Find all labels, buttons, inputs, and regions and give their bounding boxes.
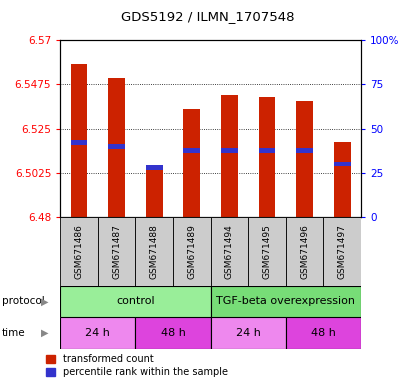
- Text: 24 h: 24 h: [85, 328, 110, 338]
- Text: 48 h: 48 h: [161, 328, 186, 338]
- Bar: [334, 162, 351, 166]
- Bar: [286, 317, 361, 349]
- Bar: [259, 97, 276, 217]
- Bar: [146, 166, 163, 170]
- Text: GSM671494: GSM671494: [225, 224, 234, 279]
- Bar: [135, 317, 210, 349]
- Text: GSM671495: GSM671495: [263, 224, 271, 279]
- Bar: [60, 317, 135, 349]
- Bar: [323, 217, 361, 286]
- Bar: [221, 95, 238, 217]
- Bar: [211, 217, 248, 286]
- Bar: [296, 148, 313, 153]
- Bar: [173, 217, 211, 286]
- Bar: [183, 109, 200, 217]
- Text: GSM671489: GSM671489: [187, 224, 196, 279]
- Bar: [183, 148, 200, 153]
- Bar: [259, 148, 276, 153]
- Bar: [211, 286, 361, 317]
- Bar: [135, 217, 173, 286]
- Bar: [248, 217, 286, 286]
- Legend: transformed count, percentile rank within the sample: transformed count, percentile rank withi…: [46, 354, 228, 377]
- Text: 48 h: 48 h: [311, 328, 336, 338]
- Text: ▶: ▶: [41, 328, 48, 338]
- Bar: [60, 217, 98, 286]
- Bar: [108, 78, 125, 217]
- Text: GSM671486: GSM671486: [74, 224, 83, 279]
- Text: protocol: protocol: [2, 296, 45, 306]
- Text: control: control: [116, 296, 155, 306]
- Text: GSM671487: GSM671487: [112, 224, 121, 279]
- Text: ▶: ▶: [41, 296, 48, 306]
- Text: GSM671496: GSM671496: [300, 224, 309, 279]
- Bar: [108, 144, 125, 149]
- Text: time: time: [2, 328, 26, 338]
- Text: TGF-beta overexpression: TGF-beta overexpression: [216, 296, 355, 306]
- Bar: [221, 148, 238, 153]
- Text: 24 h: 24 h: [236, 328, 261, 338]
- Bar: [334, 142, 351, 217]
- Bar: [60, 286, 211, 317]
- Bar: [98, 217, 135, 286]
- Bar: [71, 64, 88, 217]
- Bar: [146, 168, 163, 217]
- Bar: [286, 217, 323, 286]
- Text: GSM671497: GSM671497: [338, 224, 347, 279]
- Text: GDS5192 / ILMN_1707548: GDS5192 / ILMN_1707548: [121, 10, 294, 23]
- Bar: [296, 101, 313, 217]
- Bar: [71, 140, 88, 145]
- Text: GSM671488: GSM671488: [150, 224, 159, 279]
- Bar: [211, 317, 286, 349]
